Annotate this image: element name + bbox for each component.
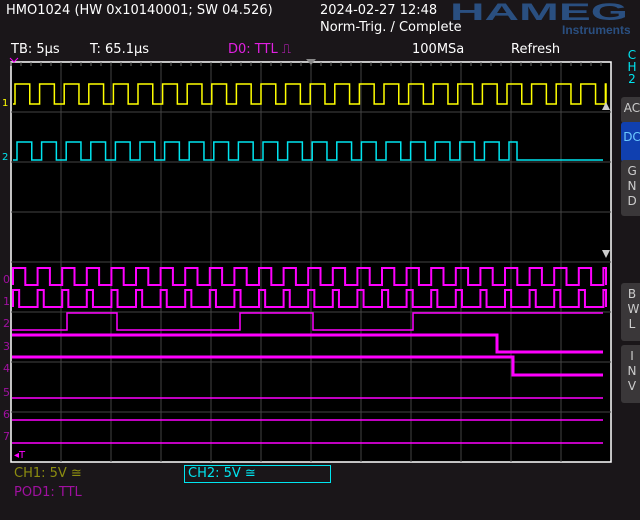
digital-label-2: 2 bbox=[3, 317, 10, 330]
sample-rate[interactable]: 100MSa bbox=[412, 42, 465, 57]
ch1-waveform bbox=[13, 83, 607, 105]
digital-d4 bbox=[12, 355, 603, 377]
digital-d2 bbox=[12, 312, 603, 331]
coupling-button-dc[interactable]: DC bbox=[621, 122, 640, 162]
button-label: DC bbox=[623, 130, 640, 144]
pod1-setting[interactable]: POD1: TTL bbox=[14, 485, 82, 500]
datetime: 2024-02-27 12:48 bbox=[320, 3, 438, 18]
channel-label-box: CH2 bbox=[624, 49, 640, 85]
button-label: AC bbox=[623, 101, 640, 115]
trigger-position-marker bbox=[306, 59, 316, 65]
digital-label-6: 6 bbox=[3, 408, 10, 421]
digital-label-4: 4 bbox=[3, 362, 10, 375]
digital-label-5: 5 bbox=[3, 386, 10, 399]
ch1-marker: 1 bbox=[2, 98, 8, 109]
trigger-source[interactable]: D0: TTL ⎍ bbox=[228, 42, 291, 57]
window-title: HMO1024 (HW 0x10140001; SW 04.526) bbox=[6, 3, 273, 18]
invert-button[interactable]: INV bbox=[621, 345, 640, 403]
channel-label: CH2 bbox=[627, 48, 637, 86]
bandwidth-limit-button[interactable]: BWL bbox=[621, 283, 640, 341]
ch2-waveform bbox=[13, 141, 603, 161]
trigger-time[interactable]: T: 65.1µs bbox=[90, 42, 150, 57]
acquisition-mode[interactable]: Refresh bbox=[511, 42, 561, 57]
ch2-scale[interactable]: CH2: 5V ≅ bbox=[184, 465, 331, 483]
button-label: GND bbox=[627, 164, 637, 208]
trigger-level-marker bbox=[9, 57, 19, 63]
button-label: BWL bbox=[627, 287, 640, 331]
hameg-logo: HAMEG Instruments bbox=[450, 0, 630, 36]
digital-d0 bbox=[12, 267, 607, 286]
digital-label-7: 7 bbox=[3, 430, 10, 443]
ch1-scale[interactable]: CH1: 5V ≅ bbox=[14, 466, 82, 481]
trigger-marker: ◂T bbox=[14, 450, 26, 461]
ch2-marker: 2 bbox=[2, 152, 8, 163]
digital-d3 bbox=[12, 333, 603, 354]
timebase[interactable]: TB: 5µs bbox=[11, 42, 60, 57]
digital-label-0: 0 bbox=[3, 273, 10, 286]
digital-label-3: 3 bbox=[3, 340, 10, 353]
coupling-button-ac[interactable]: AC bbox=[621, 97, 640, 123]
scroll-up-icon bbox=[602, 102, 610, 110]
svg-text:HAMEG: HAMEG bbox=[450, 0, 628, 26]
digital-d1 bbox=[12, 289, 607, 308]
svg-text:Instruments: Instruments bbox=[562, 23, 630, 36]
scroll-down-icon bbox=[602, 250, 610, 258]
trigger-status: Norm-Trig. / Complete bbox=[320, 20, 462, 35]
coupling-button-gnd[interactable]: GND bbox=[621, 160, 640, 216]
button-label: INV bbox=[627, 349, 637, 393]
digital-label-1: 1 bbox=[3, 295, 10, 308]
